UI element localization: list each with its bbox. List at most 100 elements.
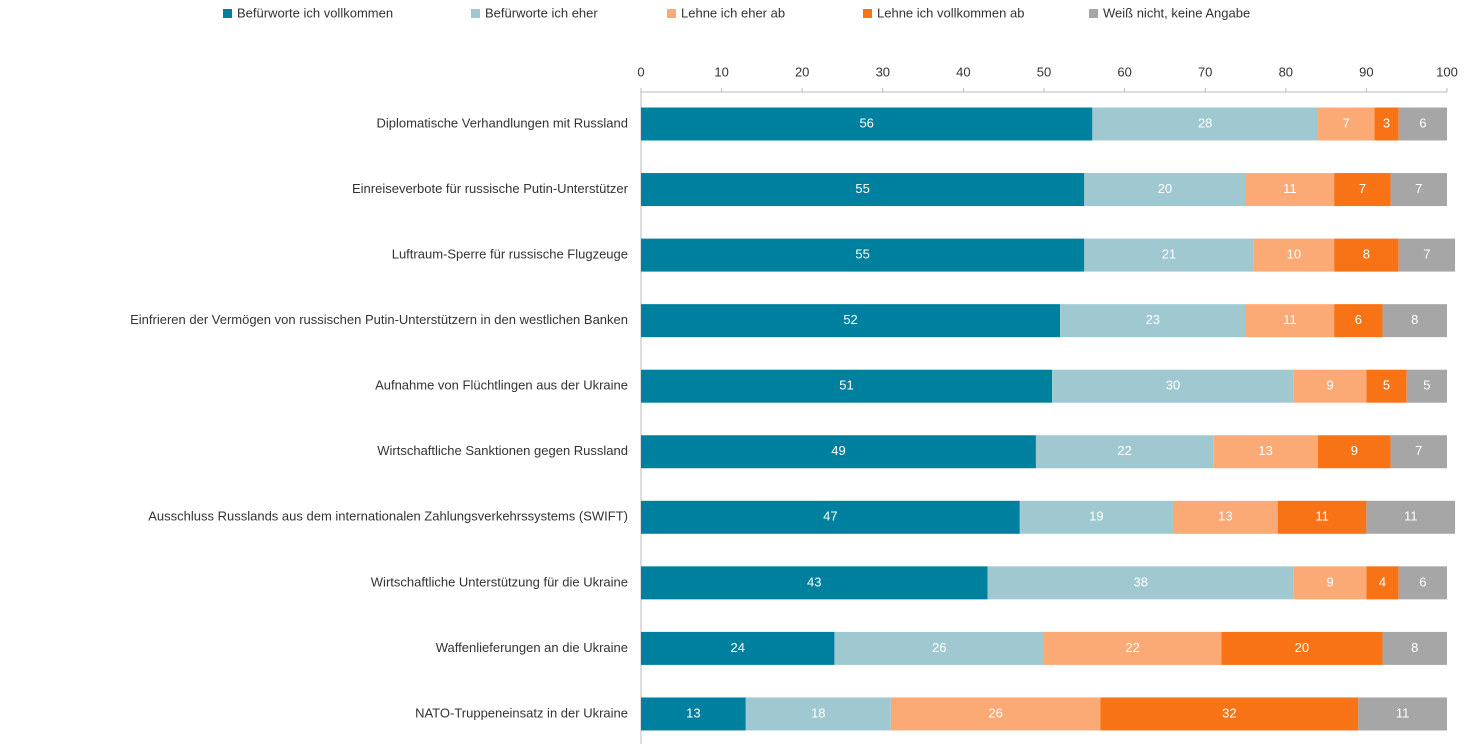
data-label: 11 [1315,509,1329,524]
bar [1318,435,1391,469]
bar [1366,500,1456,534]
x-tick-label: 80 [1279,64,1293,79]
y-tick-label: Einfrieren der Vermögen von russischen P… [130,312,628,327]
bar [1334,304,1383,338]
legend-swatch [667,9,676,18]
data-label: 3 [1383,115,1390,130]
bar [1406,369,1447,403]
bar [1334,238,1399,272]
legend-label: Lehne ich eher ab [681,5,785,20]
data-label: 55 [855,247,869,262]
data-label: 43 [807,574,821,589]
x-tick-label: 60 [1117,64,1131,79]
bar [641,304,1061,338]
x-tick-label: 30 [876,64,890,79]
data-label: 13 [1258,443,1272,458]
bar [1035,435,1214,469]
data-label: 8 [1411,312,1418,327]
bar [1390,435,1447,469]
bar [1052,369,1294,403]
data-label: 30 [1166,378,1180,393]
data-label: 52 [843,312,857,327]
bar [1172,500,1278,534]
bar [1318,107,1375,141]
bar [641,107,1093,141]
y-tick-label: Diplomatische Verhandlungen mit Russland [377,115,628,130]
data-label: 9 [1351,443,1358,458]
bar [1398,107,1447,141]
bar [1213,435,1319,469]
y-tick-label: Wirtschaftliche Unterstützung für die Uk… [371,574,628,589]
x-tick-label: 70 [1198,64,1212,79]
data-label: 5 [1383,378,1390,393]
legend-swatch [223,9,232,18]
bar [641,631,835,665]
data-label: 21 [1162,247,1176,262]
data-label: 6 [1355,312,1362,327]
bar [641,435,1036,469]
bar [1245,304,1335,338]
bar [1221,631,1383,665]
data-label: 20 [1295,640,1309,655]
bar [1293,566,1367,600]
data-label: 26 [932,640,946,655]
legend-label: Weiß nicht, keine Angabe [1103,5,1250,20]
bar [1366,369,1407,403]
y-tick-label: Aufnahme von Flüchtlingen aus der Ukrain… [375,378,628,393]
bar [1084,238,1254,272]
bar [1398,566,1447,600]
data-label: 11 [1396,705,1410,720]
y-tick-label: Wirtschaftliche Sanktionen gegen Russlan… [377,443,628,458]
data-label: 19 [1089,509,1103,524]
y-tick-label: Luftraum-Sperre für russische Flugzeuge [392,247,628,262]
data-label: 28 [1198,115,1212,130]
bar [1100,697,1359,731]
data-label: 9 [1327,574,1334,589]
data-label: 11 [1283,181,1297,196]
bar [641,369,1053,403]
y-tick-label: Waffenlieferungen an die Ukraine [436,640,628,655]
data-label: 9 [1327,378,1334,393]
data-label: 32 [1222,705,1236,720]
bar [641,566,988,600]
bar [987,566,1294,600]
legend-swatch [1089,9,1098,18]
data-label: 7 [1415,181,1422,196]
bar [641,697,746,731]
data-label: 4 [1379,574,1386,589]
bar [1245,173,1335,207]
bar [1092,107,1319,141]
legend-swatch [471,9,480,18]
data-label: 22 [1125,640,1139,655]
x-tick-label: 0 [637,64,644,79]
data-label: 11 [1404,509,1418,524]
x-tick-label: 10 [714,64,728,79]
y-tick-label: Einreiseverbote für russische Putin-Unte… [352,181,629,196]
bar [1358,697,1447,731]
data-label: 24 [730,640,744,655]
data-label: 7 [1343,115,1350,130]
x-tick-label: 90 [1359,64,1373,79]
data-label: 22 [1117,443,1131,458]
data-label: 6 [1419,115,1426,130]
bar [1398,238,1456,272]
bar [1019,500,1173,534]
data-label: 8 [1363,247,1370,262]
bar [1390,173,1447,207]
data-label: 13 [686,705,700,720]
data-label: 56 [859,115,873,130]
x-tick-label: 40 [956,64,970,79]
y-tick-label: NATO-Truppeneinsatz in der Ukraine [415,705,628,720]
bar [1293,369,1367,403]
data-label: 23 [1146,312,1160,327]
bar [641,500,1020,534]
data-label: 13 [1218,509,1232,524]
data-label: 49 [831,443,845,458]
data-label: 7 [1359,181,1366,196]
data-label: 51 [839,378,853,393]
bar [1382,631,1447,665]
data-label: 11 [1283,312,1297,327]
bar [641,238,1085,272]
legend-label: Befürworte ich vollkommen [237,5,393,20]
